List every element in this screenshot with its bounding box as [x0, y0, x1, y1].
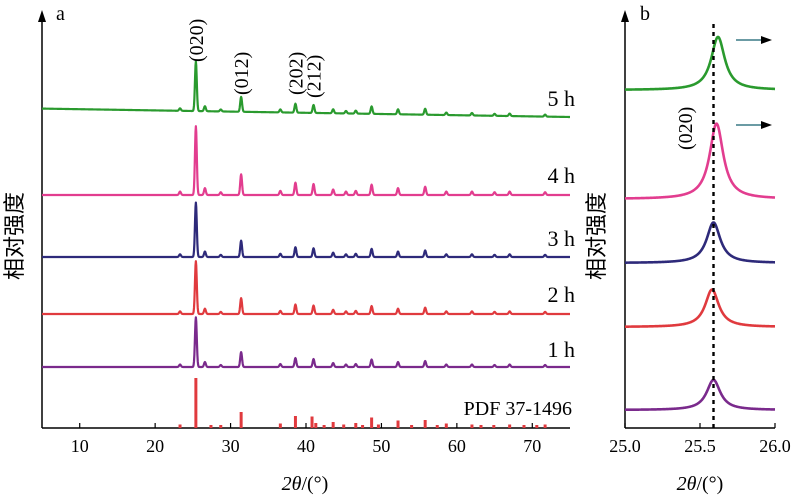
panel-a-letter: a	[56, 3, 65, 25]
panel-b: b (020) 25.0 25.5 26.0 相对强度 2θ/(°)	[584, 3, 791, 495]
panel-a-reference-sticks	[178, 378, 547, 428]
panel-a-x-tick-label: 50	[372, 436, 390, 456]
panel-a-series-group	[41, 60, 571, 369]
panel-b-series-group: (020)	[624, 22, 776, 428]
panel-b-shift-arrow-head	[761, 121, 772, 129]
peak-label: (020)	[186, 19, 208, 62]
series-label-2h: 2 h	[548, 282, 576, 307]
panel-a-x-tick-label: 20	[146, 436, 164, 456]
panel-a-y-axis-label: 相对强度	[2, 192, 27, 280]
panel-a-x-tick-label: 60	[448, 436, 466, 456]
panel-b-x-axis-label: 2θ/(°)	[677, 473, 724, 495]
series-label-1h: 1 h	[548, 337, 576, 362]
panel-b-shift-arrow-head	[761, 36, 772, 44]
panel-a-peak-labels: (020) (012) (202)(212)	[186, 19, 326, 98]
panel-b-x-tick-label: 25.0	[609, 436, 641, 456]
panel-b-y-axis-arrow	[621, 10, 629, 22]
panel-b-x-axis-var: 2θ	[677, 473, 697, 495]
panel-a-x-ticks: 10 20 30 40 50 60 70	[71, 423, 541, 456]
panel-b-x-axis-unit: /(°)	[696, 473, 723, 495]
peak-label: (012)	[231, 52, 253, 95]
panel-b-series-line-4h	[624, 122, 776, 200]
series-line-3h	[41, 201, 571, 259]
panel-a-x-tick-label: 30	[222, 436, 240, 456]
panel-a-x-axis-unit: /(°)	[301, 473, 328, 495]
reference-label: PDF 37-1496	[464, 398, 572, 420]
panel-b-x-tick-label: 25.5	[684, 436, 716, 456]
panel-b-series-line-2h	[624, 288, 776, 328]
panel-a-x-axis-label: 2θ/(°)	[282, 473, 329, 495]
panel-a-series-labels: 1 h 2 h 3 h 4 h 5 h PDF 37-1496	[464, 86, 575, 420]
panel-b-letter: b	[640, 3, 650, 25]
series-line-2h	[41, 260, 571, 316]
series-line-4h	[41, 125, 571, 197]
panel-b-x-ticks: 25.0 25.5 26.0	[609, 423, 791, 456]
panel-b-series-line-5h	[624, 35, 776, 91]
series-label-4h: 4 h	[548, 163, 576, 188]
panel-b-y-axis-label: 相对强度	[584, 192, 609, 280]
series-label-3h: 3 h	[548, 226, 576, 251]
peak-label: (202)	[285, 52, 307, 95]
panel-b-series-line-3h	[624, 221, 776, 264]
panel-a-x-tick-label: 70	[523, 436, 541, 456]
series-label-5h: 5 h	[548, 86, 576, 111]
series-line-5h	[41, 60, 571, 119]
panel-b-x-tick-label: 26.0	[759, 436, 791, 456]
panel-a: a (020) (012) (202)(212) 1 h 2 h 3 h 4 h 5 h PD…	[2, 3, 575, 495]
panel-a-x-axis-var: 2θ	[282, 473, 302, 495]
panel-a-x-tick-label: 40	[297, 436, 315, 456]
panel-a-y-axis-arrow	[38, 10, 46, 22]
panel-b-series-line-1h	[624, 378, 776, 412]
series-line-1h	[41, 316, 571, 369]
panel-a-x-tick-label: 10	[71, 436, 89, 456]
panel-b-axes	[621, 10, 775, 429]
peak-label: (212)	[304, 55, 326, 98]
panel-b-peak-label: (020)	[675, 107, 697, 150]
